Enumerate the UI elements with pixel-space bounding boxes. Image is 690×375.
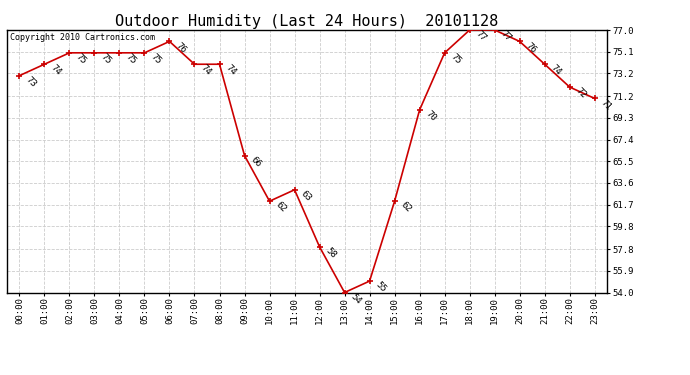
- Text: 62: 62: [274, 200, 288, 214]
- Text: 66: 66: [248, 155, 263, 169]
- Text: 63: 63: [299, 189, 313, 203]
- Text: 73: 73: [23, 75, 37, 89]
- Text: 54: 54: [348, 292, 363, 306]
- Text: 55: 55: [374, 280, 388, 294]
- Text: 74: 74: [224, 63, 237, 77]
- Text: 75: 75: [99, 52, 112, 66]
- Text: 72: 72: [574, 86, 588, 100]
- Text: 75: 75: [74, 52, 88, 66]
- Text: 75: 75: [148, 52, 163, 66]
- Text: Copyright 2010 Cartronics.com: Copyright 2010 Cartronics.com: [10, 33, 155, 42]
- Text: 71: 71: [599, 98, 613, 112]
- Text: 76: 76: [174, 40, 188, 54]
- Text: 76: 76: [524, 40, 538, 54]
- Text: 62: 62: [399, 200, 413, 214]
- Text: 74: 74: [199, 63, 213, 77]
- Title: Outdoor Humidity (Last 24 Hours)  20101128: Outdoor Humidity (Last 24 Hours) 2010112…: [115, 14, 499, 29]
- Text: 74: 74: [549, 63, 563, 77]
- Text: 58: 58: [324, 246, 337, 260]
- Text: 70: 70: [424, 109, 437, 123]
- Text: 77: 77: [474, 29, 488, 43]
- Text: 75: 75: [124, 52, 137, 66]
- Text: 75: 75: [448, 52, 463, 66]
- Text: 77: 77: [499, 29, 513, 43]
- Text: 74: 74: [48, 63, 63, 77]
